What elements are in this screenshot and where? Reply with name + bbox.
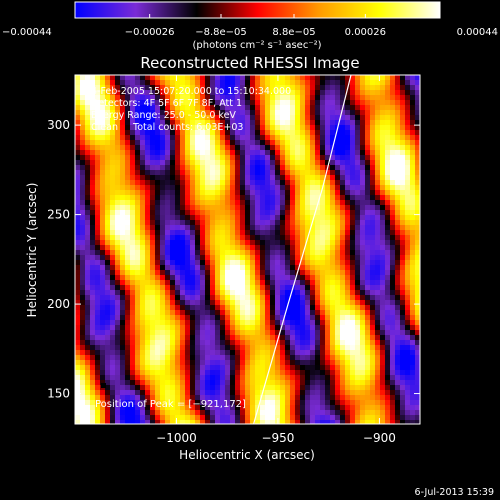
annotation-energy-range: Energy Range: 25.0 - 50.0 keV [91, 110, 236, 121]
x-tick-label: −950 [261, 431, 294, 445]
annotation-detectors: Detectors: 4F 5F 6F 7F 8F, Att 1 [91, 98, 242, 109]
colorbar-tick-label: −8.8e−05 [195, 27, 247, 38]
colorbar-tick-label: −0.00026 [125, 27, 175, 38]
y-tick-label: 150 [47, 387, 70, 401]
plot-area: 4-Feb-2005 15:07:20.000 to 15:10:34.000 … [47, 74, 421, 445]
annotation-block: 4-Feb-2005 15:07:20.000 to 15:10:34.000 … [91, 86, 291, 133]
peak-position-label: Position of Peak = [−921,172] [95, 399, 246, 410]
chart-title: Reconstructed RHESSI Image [140, 54, 359, 72]
colorbar-units: (photons cm⁻² s⁻¹ asec⁻²) [192, 40, 321, 51]
heatmap-image [75, 75, 420, 424]
colorbar: −0.00044 −0.00026 −8.8e−05 8.8e−05 0.00026 0.… [2, 1, 498, 51]
y-tick-label: 250 [47, 208, 70, 222]
x-axis-ticks: −1000 −950 −900 [156, 75, 396, 445]
annotation-time-range: 4-Feb-2005 15:07:20.000 to 15:10:34.000 [91, 86, 291, 97]
x-axis-label: Heliocentric X (arcsec) [179, 448, 315, 462]
colorbar-ticks: −0.00044 −0.00026 −8.8e−05 8.8e−05 0.00026 0.… [2, 14, 498, 38]
y-tick-label: 300 [47, 118, 70, 132]
y-axis-ticks: 150 200 250 300 [47, 118, 420, 401]
annotation-total-counts: Clean Total counts: 6.03E+03 [91, 122, 243, 133]
plot-frame [74, 74, 421, 425]
colorbar-tick-label: 0.00044 [457, 27, 498, 38]
colorbar-tick-label: −0.00044 [2, 27, 52, 38]
colorbar-gradient [74, 1, 441, 19]
timestamp: 6-Jul-2013 15:39 [415, 487, 494, 498]
y-axis-label: Heliocentric Y (arcsec) [25, 183, 39, 318]
x-tick-label: −1000 [156, 431, 197, 445]
colorbar-tick-label: 8.8e−05 [272, 27, 315, 38]
x-tick-label: −900 [363, 431, 396, 445]
y-tick-label: 200 [47, 297, 70, 311]
peak-marker [101, 383, 106, 388]
colorbar-tick-label: 0.00026 [345, 27, 386, 38]
solar-limb-line [253, 75, 352, 424]
